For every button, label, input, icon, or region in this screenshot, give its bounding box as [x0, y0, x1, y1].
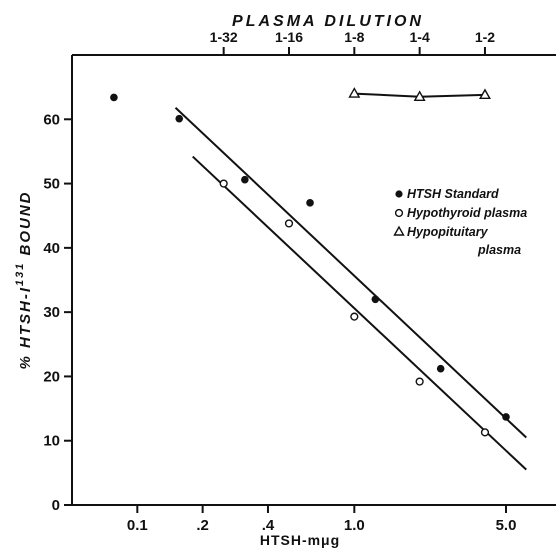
data-point-filled	[436, 364, 445, 373]
legend-label-hypopituitary-line2: plasma	[477, 243, 521, 257]
legend-marker-filled-circle	[395, 190, 403, 198]
chart-title: PLASMA DILUTION	[232, 13, 424, 30]
legend-label-hypothyroid: Hypothyroid plasma	[407, 206, 527, 220]
y-axis-ticks: 0 10 20 30 40 50 60	[43, 111, 72, 514]
data-point-open	[219, 179, 228, 188]
top-axis-ticks: 1-32 1-16 1-8 1-4 1-2	[210, 29, 495, 55]
data-point-open	[350, 312, 359, 321]
y-tick-label: 0	[52, 497, 60, 514]
data-point-triangle	[478, 88, 491, 100]
data-point-filled	[371, 295, 380, 304]
top-tick-label: 1-16	[275, 29, 303, 45]
regression-line	[174, 106, 527, 439]
y-tick-label: 20	[43, 368, 60, 385]
data-point-filled	[306, 199, 314, 207]
x-tick-label: 1.0	[344, 517, 365, 534]
y-tick-label: 40	[43, 240, 60, 257]
y-tick-label: 50	[43, 176, 60, 193]
data-point-filled	[110, 93, 118, 102]
legend-label-htsh-standard: HTSH Standard	[407, 187, 499, 201]
data-point-open	[415, 377, 424, 386]
x-axis-label: HTSH-mμg	[260, 532, 340, 548]
data-point-open	[480, 428, 490, 437]
data-point-triangle	[413, 90, 426, 101]
x-tick-label: .2	[196, 517, 209, 534]
y-axis-label: % HTSH-I131 BOUND	[14, 190, 34, 369]
data-points	[110, 87, 510, 437]
x-tick-label: 5.0	[496, 517, 517, 534]
x-tick-label: .4	[262, 517, 275, 534]
y-tick-label: 60	[43, 111, 60, 128]
top-tick-label: 1-8	[344, 29, 364, 45]
y-axis-label-main: % HTSH-I	[17, 286, 34, 370]
data-point-filled	[175, 114, 184, 123]
top-tick-label: 1-2	[475, 29, 495, 45]
legend-marker-open-circle	[394, 208, 404, 218]
y-tick-label: 10	[43, 433, 60, 450]
x-axis-ticks: 0.1 .2 .4 1.0 5.0	[127, 505, 517, 534]
data-point-filled	[502, 413, 510, 421]
top-tick-label: 1-32	[210, 29, 238, 45]
y-axis-label-tail: BOUND	[17, 190, 34, 261]
regression-lines	[174, 92, 527, 471]
data-point-triangle	[348, 87, 361, 98]
y-tick-label: 30	[43, 304, 60, 321]
legend: HTSH Standard Hypothyroid plasma Hypopit…	[393, 187, 527, 257]
legend-label-hypopituitary: Hypopituitary	[407, 225, 489, 239]
y-axis-label-superscript: 131	[14, 262, 26, 286]
x-tick-label: 0.1	[127, 517, 148, 534]
regression-line	[192, 155, 527, 471]
legend-marker-open-triangle	[393, 225, 405, 236]
data-point-open	[284, 219, 294, 228]
top-tick-label: 1-4	[410, 29, 430, 45]
data-point-filled	[241, 175, 249, 184]
